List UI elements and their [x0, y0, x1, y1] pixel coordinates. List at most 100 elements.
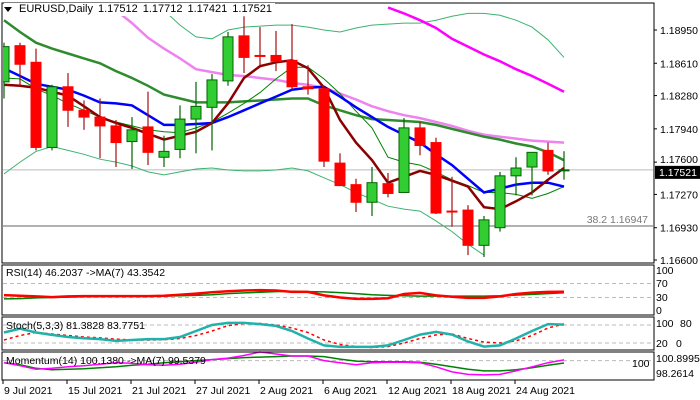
current-price-label: 1.17521 — [659, 167, 697, 179]
level-label: 0 — [676, 338, 682, 350]
candle — [398, 118, 410, 193]
candle — [334, 153, 346, 187]
candle-body — [526, 151, 538, 168]
candle — [350, 178, 362, 213]
rsi-panel-frame — [1, 264, 655, 316]
current-price-badge — [655, 165, 700, 179]
candle — [430, 137, 442, 215]
ohlc-open: 1.17512 — [97, 3, 138, 15]
stochastic-panel[interactable] — [3, 321, 654, 349]
price-tick-label: 1.16930 — [660, 223, 698, 235]
level-label: 70 — [656, 278, 668, 290]
candle-body — [478, 219, 490, 246]
candle — [462, 205, 474, 256]
candle-body — [94, 116, 106, 127]
candle-body — [558, 169, 570, 172]
candle — [302, 65, 314, 95]
rsi-panel[interactable] — [3, 283, 654, 301]
candle-body — [78, 109, 90, 118]
ohlc-low: 1.17421 — [187, 3, 228, 15]
candle — [254, 27, 266, 66]
date-label: 2 Aug 2021 — [260, 385, 313, 397]
date-label: 12 Aug 2021 — [388, 385, 447, 397]
candle-body — [174, 118, 186, 150]
candle-body — [142, 126, 154, 153]
date-label: 15 Jul 2021 — [68, 385, 122, 397]
candle — [510, 157, 522, 196]
candle-body — [382, 183, 394, 194]
stoch-label: Stoch(5,3,3) 81.3828 83.7751 — [6, 320, 145, 332]
candle — [14, 42, 26, 87]
level-label: 30 — [656, 292, 668, 304]
stoch-signal-line — [3, 322, 565, 349]
level-label: 100.8995 — [656, 353, 700, 365]
candle-body — [190, 105, 202, 120]
rsi-label: RSI(14) 46.2037 ->MA(7) 43.3542 — [6, 267, 165, 279]
candle-body — [30, 61, 42, 148]
candle — [78, 100, 90, 130]
candle — [46, 84, 58, 151]
level-label: 98.2614 — [656, 368, 694, 380]
candle — [110, 120, 122, 168]
level-label: 80 — [680, 318, 692, 330]
candle — [414, 122, 426, 156]
momentum-panel-frame — [1, 351, 655, 381]
date-label: 27 Jul 2021 — [196, 385, 250, 397]
price-tick-label: 1.18280 — [660, 91, 698, 103]
candle-body — [286, 59, 298, 88]
date-label: 9 Jul 2021 — [4, 385, 53, 397]
candle-body — [398, 127, 410, 193]
candle-body — [350, 184, 362, 203]
date-label: 6 Aug 2021 — [324, 385, 377, 397]
price-tick-label: 1.16600 — [660, 255, 698, 267]
candle-body — [430, 142, 442, 214]
candle — [318, 86, 330, 168]
date-label: 21 Jul 2021 — [132, 385, 186, 397]
candle — [206, 74, 218, 151]
price-tick-label: 1.18610 — [660, 58, 698, 70]
mom-ma-line — [3, 355, 565, 372]
price-panel[interactable] — [0, 6, 654, 258]
candle-body — [318, 88, 330, 162]
ohlc-high: 1.17712 — [142, 3, 183, 15]
candle-body — [270, 54, 282, 62]
candle — [494, 171, 506, 232]
candle-body — [494, 175, 506, 229]
candle-body — [414, 127, 426, 146]
momentum-panel[interactable] — [3, 351, 654, 376]
candle — [478, 215, 490, 258]
level-label: 100 — [656, 265, 674, 277]
price-panel-frame — [1, 2, 655, 264]
stoch-main-line — [3, 321, 565, 349]
price-tick-label: 1.17270 — [660, 189, 698, 201]
level-label: 20 — [656, 338, 668, 350]
mom-momentum-line — [3, 351, 565, 376]
candle-body — [126, 129, 138, 143]
price-tick-label: 1.17940 — [660, 124, 698, 136]
collapse-triangle-icon[interactable] — [4, 7, 12, 12]
candle-body — [222, 36, 234, 82]
candle-body — [462, 209, 474, 246]
candle — [142, 91, 154, 166]
level-label: 100 — [632, 358, 650, 370]
ma-green-line — [3, 19, 565, 162]
bollinger-lower-line — [3, 145, 485, 256]
candle-body — [446, 210, 458, 213]
candle — [30, 48, 42, 151]
candle — [222, 31, 234, 86]
candle-body — [238, 35, 250, 58]
candle — [62, 73, 74, 127]
candle — [190, 81, 202, 154]
candle-body — [510, 167, 522, 177]
candle — [382, 172, 394, 198]
momentum-label: Momentum(14) 100.1380 ->MA(7) 99.5379 — [6, 355, 206, 367]
candle — [174, 105, 186, 159]
ma-magenta-line — [387, 6, 565, 93]
price-tick-label: 1.18950 — [660, 25, 698, 37]
candle-body — [206, 79, 218, 108]
candle — [158, 135, 170, 168]
candle — [446, 176, 458, 227]
candle — [542, 142, 554, 175]
candle-body — [158, 150, 170, 158]
